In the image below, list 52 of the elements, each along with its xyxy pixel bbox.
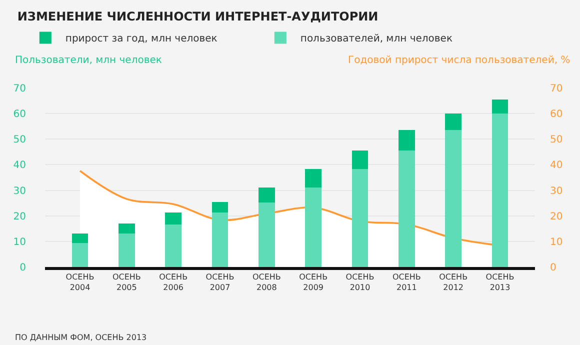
y-tick-label: 20: [13, 211, 26, 222]
x-tick-label: ОСЕНЬ 2004: [66, 272, 94, 292]
bar: [352, 168, 368, 267]
bar: [72, 243, 88, 267]
bar: [492, 99, 508, 114]
y2-tick-label: 0: [550, 262, 556, 274]
y-tick-label: 0: [20, 262, 26, 274]
y2-tick-label: 20: [550, 211, 563, 222]
chart-title: ИЗМЕНЕНИЕ ЧИСЛЕННОСТИ ИНТЕРНЕТ-АУДИТОРИИ: [17, 9, 378, 24]
bar: [492, 113, 508, 267]
bar: [445, 130, 462, 267]
x-tick-label: ОСЕНЬ 2010: [346, 272, 374, 292]
y2-tick-label: 60: [550, 109, 563, 120]
bar: [118, 224, 135, 234]
x-tick-label: ОСЕНЬ 2006: [159, 272, 188, 292]
y2-tick-label: 40: [550, 160, 563, 172]
bar: [212, 202, 228, 213]
x-tick-label: ОСЕНЬ 2007: [206, 272, 234, 292]
text: ПО ДАННЫМ ФОМ, ОСЕНЬ 2013: [15, 333, 147, 342]
bar: [398, 130, 415, 150]
legend-label: прирост за год, млн человек: [65, 34, 218, 45]
y-tick-label: 70: [13, 84, 26, 94]
bar: [305, 168, 322, 188]
y-tick-label: 30: [13, 186, 26, 197]
bar: [305, 188, 322, 267]
bar: [165, 212, 182, 224]
bar: [352, 150, 368, 169]
x-tick-label: ОСЕНЬ 2005: [112, 272, 141, 292]
x-tick-label: ОСЕНЬ 2009: [299, 272, 328, 292]
bar: [398, 150, 415, 267]
legend-label: пользователей, млн человек: [300, 34, 452, 45]
bar: [258, 202, 275, 267]
x-tick-label: ОСЕНЬ 2011: [392, 272, 421, 292]
y-tick-label: 10: [13, 236, 26, 248]
x-tick-label: ОСЕНЬ 2008: [252, 272, 281, 292]
y-tick-label: 60: [13, 109, 26, 120]
x-tick-label: ОСЕНЬ 2012: [439, 272, 468, 292]
y2-tick-label: 10: [550, 236, 563, 248]
y-tick-label: 50: [13, 134, 26, 146]
y-tick-label: 40: [13, 160, 26, 172]
bar: [445, 113, 462, 130]
bar: [118, 233, 135, 267]
y2-tick-label: 50: [550, 134, 563, 146]
bar: [212, 212, 228, 267]
bar: [165, 224, 182, 267]
y2-tick-label: 70: [550, 84, 563, 94]
y-axis-title: Пользователи, млн человек: [15, 55, 162, 66]
y2-axis-title: Годовой прирост числа пользователей, %: [348, 55, 570, 66]
y2-tick-label: 30: [550, 186, 563, 197]
bar: [72, 234, 88, 244]
bar: [258, 188, 275, 202]
x-tick-label: ОСЕНЬ 2013: [486, 272, 514, 292]
